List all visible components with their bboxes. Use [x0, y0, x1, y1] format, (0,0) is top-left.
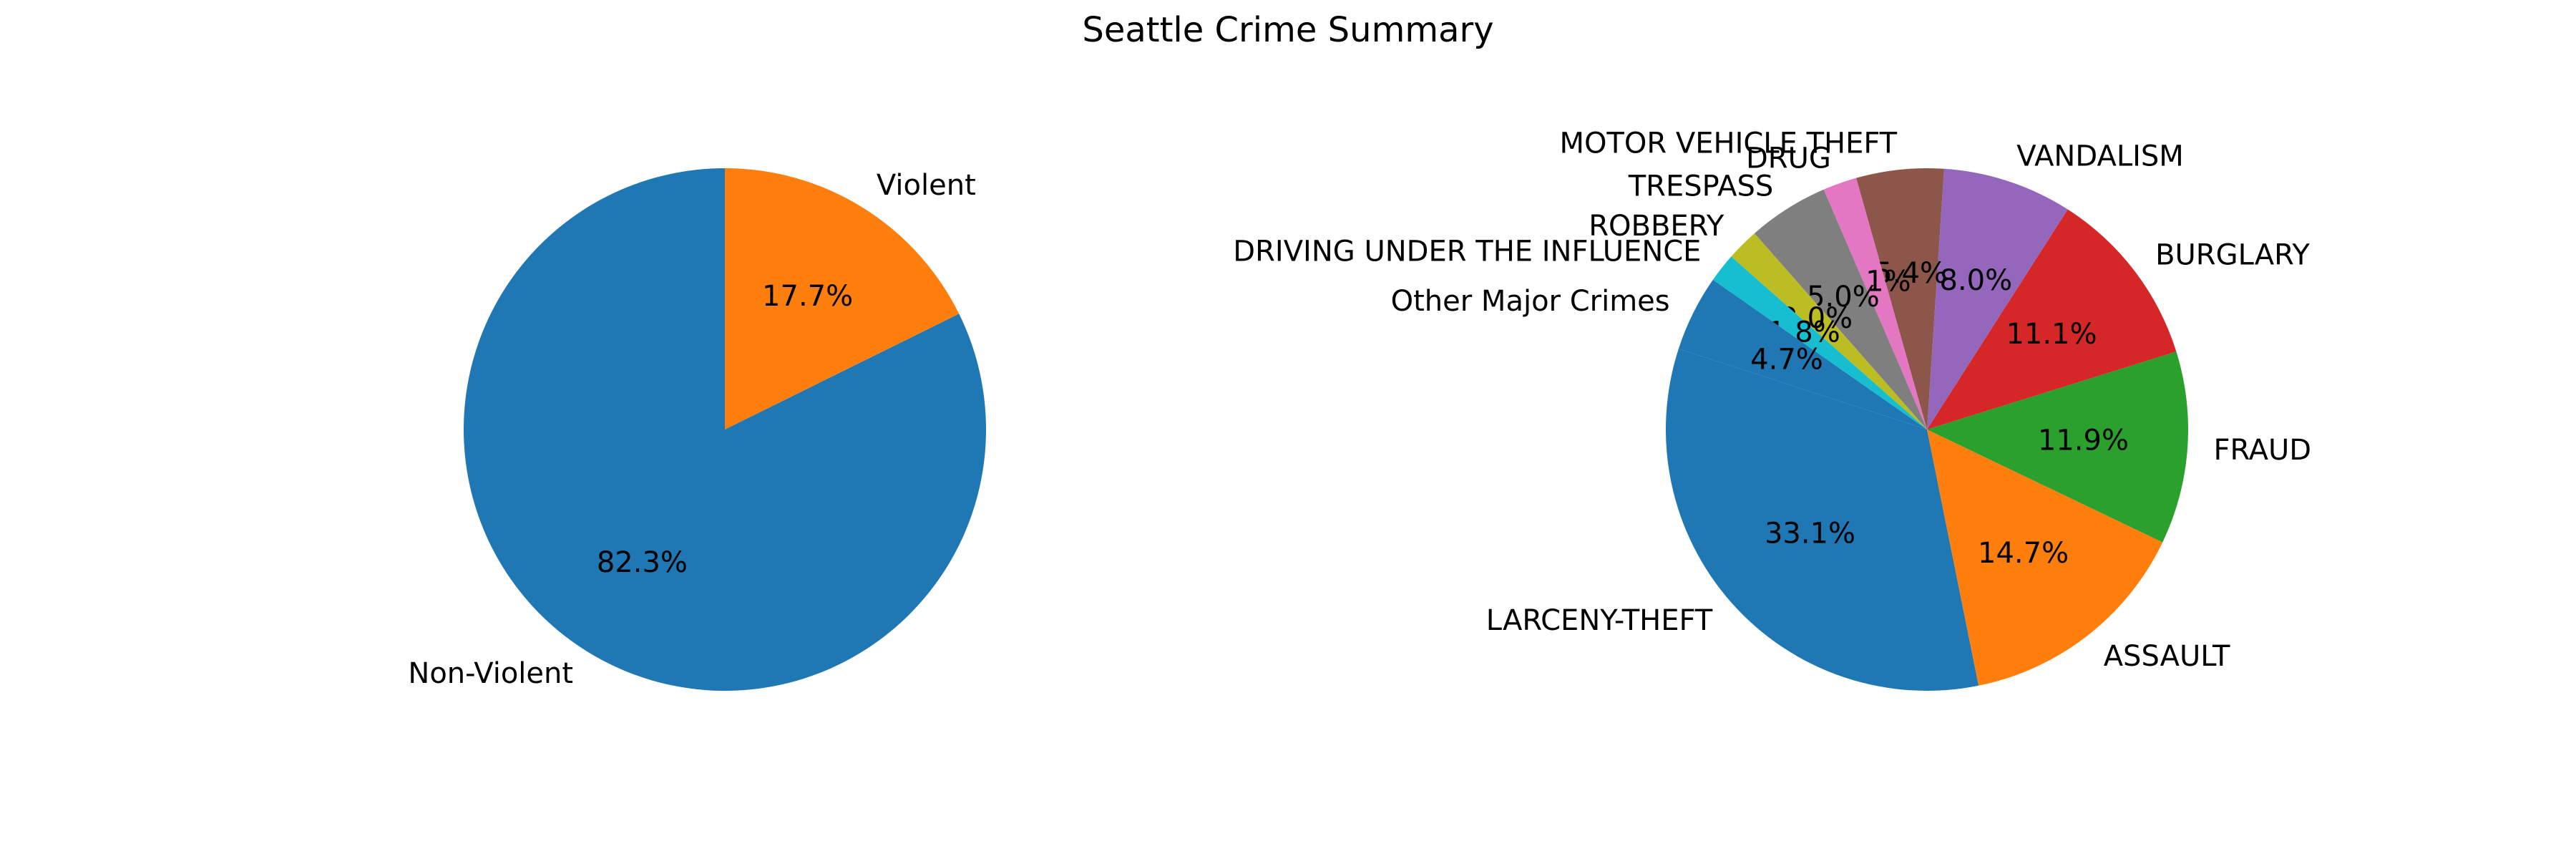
- pie1-slice-vandalism: [1927, 168, 2068, 430]
- pie-chart-violent-vs-nonviolent: Violent 17.7% Non-Violent 82.3%: [408, 168, 986, 691]
- pie1-slice-trespass: [1754, 189, 1927, 430]
- pie0-value-non-violent: 82.3%: [597, 546, 688, 579]
- pie1-label-assault: ASSAULT: [2104, 640, 2230, 673]
- pie1-slice-robbery: [1731, 233, 1927, 430]
- pie0-label-non-violent: Non-Violent: [408, 657, 573, 690]
- pie1-label-burglary: BURGLARY: [2155, 238, 2310, 271]
- pie1-slice-fraud: [1927, 351, 2189, 543]
- pie0-label-violent: Violent: [877, 169, 976, 202]
- pie1-label-motor-vehicle-theft: MOTOR VEHICLE THEFT: [1559, 127, 1897, 160]
- pie-chart-crime-types: LARCENY-THEFT 33.1% ASSAULT 14.7% FRAUD 11.9%…: [1233, 127, 2311, 691]
- pie1-slice-assault: [1927, 430, 2163, 686]
- pie1-value-burglary: 11.1%: [2006, 318, 2097, 351]
- pie1-label-larceny-theft: LARCENY-THEFT: [1486, 604, 1713, 637]
- pie1-value-vandalism: 8.0%: [1940, 264, 2013, 297]
- pie1-value-assault: 14.7%: [1978, 537, 2069, 570]
- pie1-label-driving-under-the-influence: DRIVING UNDER THE INFLUENCE: [1233, 236, 1701, 268]
- pie0-slice-non-violent: [463, 168, 986, 691]
- pie1-slice-driving-under-the-influence: [1712, 256, 1927, 430]
- pie1-label-robbery: ROBBERY: [1589, 210, 1724, 243]
- pie1-slice-burglary: [1927, 209, 2177, 430]
- pie0-slice-violent: [725, 168, 960, 430]
- pie1-value-motor-vehicle-theft: 5.4%: [1874, 257, 1947, 290]
- pie1-label-trespass: TRESPASS: [1628, 170, 1774, 203]
- pie1-value-larceny-theft: 33.1%: [1765, 518, 1855, 550]
- pie1-label-drug: DRUG: [1746, 142, 1831, 175]
- pie1-slice-drug: [1823, 178, 1927, 430]
- pie1-slice-motor-vehicle-theft: [1856, 168, 1944, 430]
- pie1-slice-larceny-theft: [1665, 349, 1979, 691]
- pie1-slice-other-major-crimes: [1678, 279, 1927, 430]
- pie1-value-other-major-crimes: 4.7%: [1750, 343, 1823, 376]
- pie1-value-fraud: 11.9%: [2038, 424, 2129, 457]
- pie1-label-other-major-crimes: Other Major Crimes: [1391, 285, 1670, 318]
- pie1-label-fraud: FRAUD: [2213, 434, 2311, 467]
- figure-title: Seattle Crime Summary: [1082, 10, 1493, 50]
- pie0-value-violent: 17.7%: [762, 280, 853, 313]
- pie1-label-vandalism: VANDALISM: [2016, 140, 2184, 173]
